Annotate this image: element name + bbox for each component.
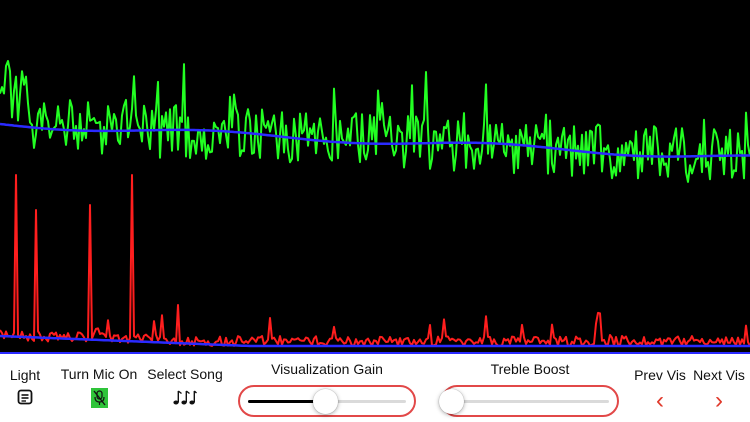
treble-boost-slider[interactable] [439,385,619,417]
prev-vis-label: Prev Vis [634,367,686,383]
visualization-gain-control: Visualization Gain [238,361,416,377]
light-label: Light [9,367,41,383]
light-control[interactable]: Light [6,367,44,405]
prev-vis-control[interactable]: Prev Vis ‹ [629,367,691,413]
chevron-left-icon[interactable]: ‹ [656,387,664,414]
gain-slider-fill [248,400,326,403]
treble-boost-label: Treble Boost [490,361,570,377]
mic-label: Turn Mic On [60,366,138,382]
treble-slider-track [439,389,609,414]
control-toolbar: Light Turn Mic On Select Song [0,352,750,422]
select-song-control[interactable]: Select Song [144,366,226,406]
next-vis-control[interactable]: Next Vis › [690,367,748,413]
chevron-right-icon[interactable]: › [715,387,723,414]
next-vis-label: Next Vis [693,367,745,383]
mic-off-icon[interactable] [90,388,108,408]
treble-boost-control: Treble Boost [441,361,619,377]
gain-slider-thumb[interactable] [313,389,339,414]
upper-waveform [0,60,750,183]
treble-slider-thumb[interactable] [439,389,464,414]
visualization-gain-label: Visualization Gain [271,361,383,377]
lower-waveform [0,174,750,347]
music-notes-icon[interactable] [173,388,197,406]
upper-average-line [0,122,750,158]
light-toggle-icon[interactable] [17,389,33,405]
select-song-label: Select Song [147,366,223,382]
gain-slider-track [248,389,406,414]
visualizer-canvas [0,0,750,352]
visualization-gain-slider[interactable] [238,385,416,417]
lower-average-line [0,334,750,348]
mic-control[interactable]: Turn Mic On [58,366,140,408]
